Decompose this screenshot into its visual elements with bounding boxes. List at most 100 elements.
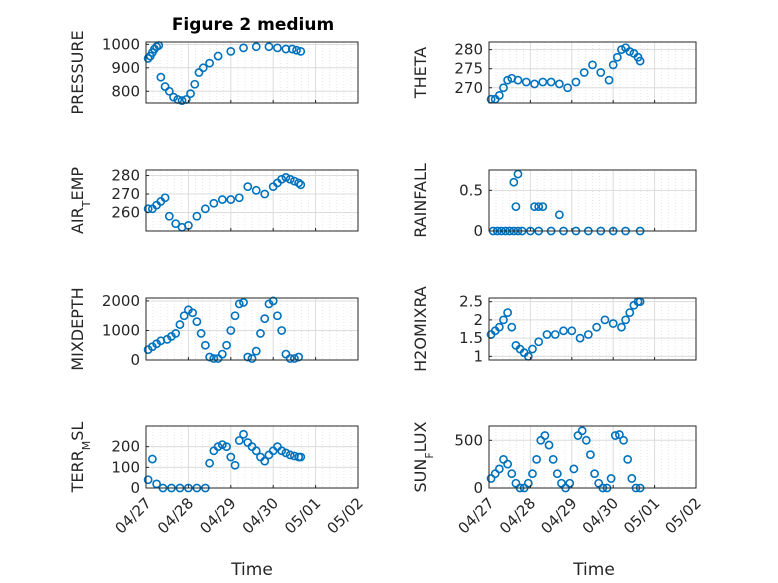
x-tick-label: 04/27 [112, 494, 155, 537]
data-point [143, 475, 153, 485]
data-point [256, 329, 265, 338]
x-tick-label: 04/27 [455, 494, 498, 537]
data-point [612, 52, 622, 62]
x-tick-label: 04/30 [579, 494, 622, 537]
data-point [281, 44, 291, 54]
data-point [600, 315, 610, 325]
data-point [205, 352, 214, 362]
data-point [251, 185, 261, 195]
data-point [273, 311, 282, 321]
data-point [625, 308, 635, 317]
data-point [194, 68, 204, 77]
data-point [552, 469, 562, 479]
data-point [160, 82, 170, 91]
data-point [499, 83, 508, 93]
data-point [494, 90, 504, 100]
data-point [251, 346, 261, 356]
data-point [499, 454, 508, 464]
y-tick-label: 100 [111, 458, 140, 476]
data-point [490, 469, 500, 479]
data-point [565, 478, 575, 488]
data-point [217, 195, 227, 204]
data-point [550, 330, 560, 339]
data-point [604, 75, 614, 85]
data-point [579, 68, 589, 77]
data-point [294, 178, 304, 188]
y-tick-label: 0 [130, 479, 140, 497]
data-point [530, 79, 539, 89]
data-point [621, 315, 631, 325]
axes-box [488, 41, 697, 104]
data-point [256, 452, 265, 462]
data-point [513, 75, 523, 85]
data-point [532, 454, 542, 464]
axes-box [145, 41, 359, 104]
x-tick-label: 04/29 [196, 494, 239, 537]
data-point [548, 454, 558, 464]
data-point [285, 354, 295, 363]
data-point [617, 322, 626, 332]
data-point [563, 83, 573, 93]
data-point [287, 44, 297, 54]
data-point [277, 174, 287, 184]
data-point [226, 326, 236, 335]
x-tick-label: 05/01 [281, 494, 324, 537]
data-point [503, 308, 513, 317]
data-point [171, 219, 181, 229]
y-tick-label: 280 [454, 41, 483, 59]
data-point [635, 56, 645, 66]
data-point [528, 469, 537, 479]
data-point [169, 92, 178, 102]
data-point [494, 322, 504, 332]
data-point [509, 177, 519, 187]
data-point [592, 322, 602, 332]
subplot-row3-right: 11.522.5 H2OMIXRA [411, 286, 697, 372]
data-point [277, 326, 287, 335]
data-point [528, 344, 537, 354]
x-tick-label: 04/30 [239, 494, 282, 537]
axes-box [488, 297, 697, 361]
data-point [573, 431, 583, 440]
data-point [226, 195, 236, 204]
data-point [610, 431, 620, 440]
data-point [192, 211, 202, 221]
data-point [205, 458, 214, 468]
data-point [200, 340, 210, 350]
data-point [281, 448, 291, 458]
y-tick-label: 200 [111, 438, 140, 456]
data-point [554, 210, 564, 220]
y-axis-label: RAINFALL [411, 163, 430, 238]
y-tick-label: 1000 [102, 35, 140, 53]
y-tick-label: 270 [454, 79, 483, 97]
data-point [289, 354, 299, 363]
y-tick-label: 1000 [102, 321, 140, 339]
y-tick-label: 260 [111, 204, 140, 222]
data-point [577, 426, 587, 436]
data-point [534, 337, 544, 347]
y-tick-label: 270 [111, 185, 140, 203]
y-tick-label: 1.5 [459, 329, 483, 347]
y-tick-label: 2.5 [459, 293, 483, 311]
data-point [268, 296, 278, 306]
y-tick-label: 2000 [102, 292, 140, 310]
data-point [179, 311, 189, 321]
data-point [594, 478, 604, 488]
data-point [239, 43, 248, 53]
data-point [186, 89, 195, 99]
data-point [608, 60, 618, 70]
data-point [523, 478, 533, 488]
axes-box [145, 297, 359, 361]
data-point [546, 77, 556, 87]
data-point [222, 340, 231, 350]
data-point [198, 63, 208, 73]
data-point [164, 86, 174, 96]
data-point [200, 204, 210, 214]
data-point [503, 75, 513, 85]
axes-box [145, 425, 359, 489]
data-point [606, 474, 616, 483]
data-point [205, 58, 214, 68]
data-point [596, 68, 606, 77]
